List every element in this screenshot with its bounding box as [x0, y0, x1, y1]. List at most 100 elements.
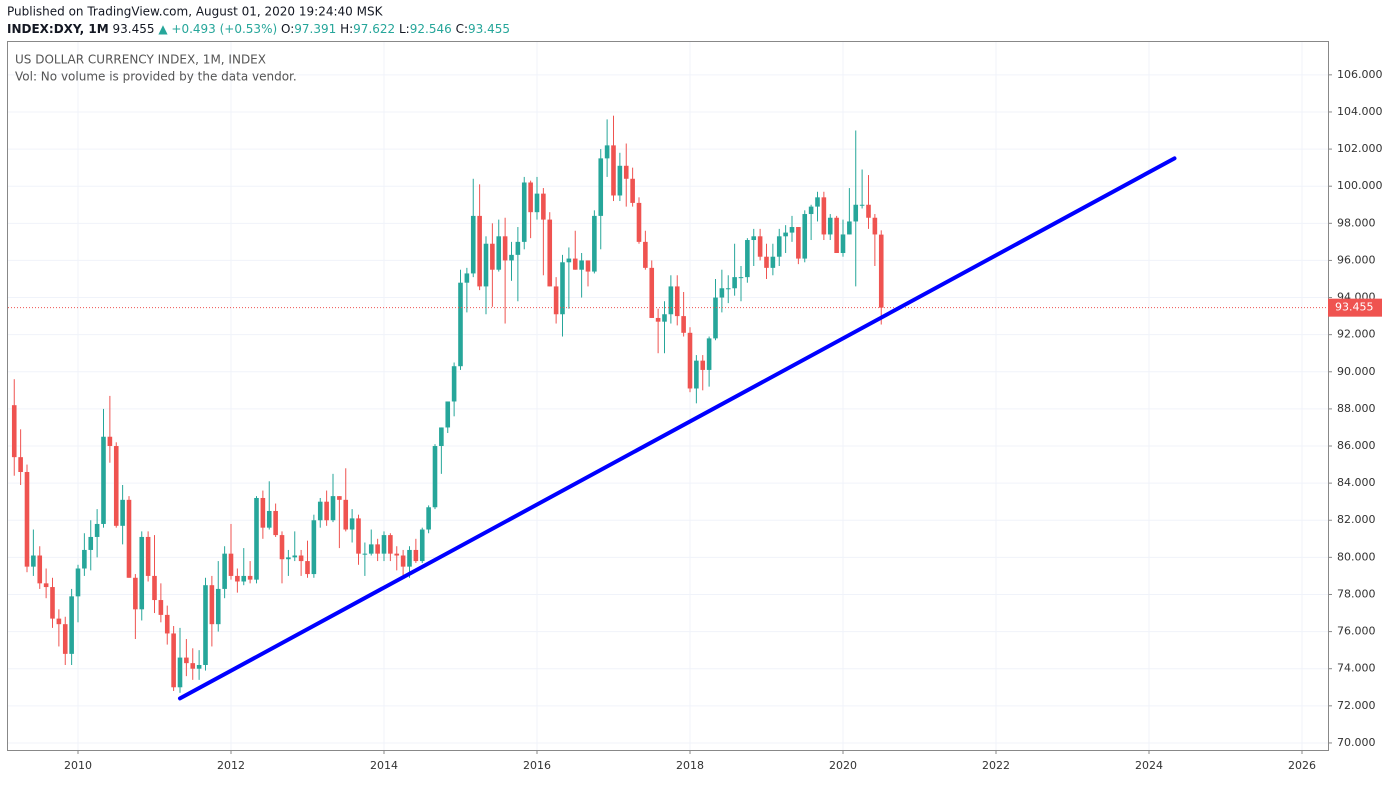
candle-body: [107, 436, 113, 447]
candle-body: [878, 234, 884, 308]
candle-body: [725, 288, 731, 290]
x-tick-label: 2016: [523, 759, 551, 772]
axes: 2010 2012 2014 2016 2018 2020 2022 2024 2026 70.0…: [64, 68, 1383, 772]
candle-body: [362, 553, 368, 555]
candle-body: [834, 217, 839, 254]
l-label: L:: [399, 22, 410, 36]
candle-body: [368, 544, 374, 554]
y-tick-label: 92.000: [1337, 328, 1376, 341]
candle-body: [515, 241, 521, 255]
c-value: 93.455: [468, 22, 510, 36]
candle-body: [388, 535, 393, 554]
symbol-line: INDEX:DXY, 1M 93.455 ▲ +0.493 (+0.53%) O…: [7, 22, 510, 36]
candle-body: [37, 555, 43, 584]
candle-body: [815, 197, 820, 207]
candle-body: [643, 241, 648, 268]
candle-body: [719, 288, 725, 298]
y-tick-label: 104.000: [1337, 105, 1383, 118]
candle-body: [164, 614, 170, 634]
candle-body: [572, 258, 578, 270]
y-tick-label: 86.000: [1337, 439, 1376, 452]
y-tick-label: 70.000: [1337, 736, 1376, 749]
candle-body: [260, 497, 266, 528]
candle-body: [88, 536, 94, 550]
chart-subtitle: Vol: No volume is provided by the data v…: [15, 70, 297, 84]
candle-body: [196, 665, 202, 669]
x-tick-label: 2018: [676, 759, 704, 772]
candle-body: [585, 260, 591, 272]
candle-body: [470, 215, 476, 274]
candle-body: [43, 583, 49, 588]
y-tick-label: 102.000: [1337, 142, 1383, 155]
candle-body: [94, 523, 100, 537]
candle-body: [808, 206, 814, 215]
candle-body: [139, 536, 145, 610]
candle-body: [330, 496, 336, 521]
candle-body: [11, 405, 17, 458]
candle-body: [496, 236, 502, 270]
candle-body: [464, 273, 470, 283]
candle-body: [50, 587, 55, 619]
x-tick-label: 2026: [1288, 759, 1316, 772]
candle-body: [241, 575, 247, 582]
candle-body: [745, 240, 750, 278]
candle-body: [694, 360, 699, 389]
x-tick-label: 2020: [829, 759, 857, 772]
candle-body: [349, 518, 355, 530]
candle-body: [872, 217, 878, 235]
candle-body: [566, 258, 572, 263]
candle-body: [69, 596, 74, 654]
candle-body: [853, 204, 859, 222]
candle-body: [324, 501, 329, 521]
candle-body: [152, 575, 157, 601]
candle-body: [655, 317, 661, 322]
candle-body: [222, 553, 227, 589]
candle-body: [400, 555, 406, 567]
candle-body: [286, 557, 291, 560]
candle-body: [847, 221, 852, 235]
candle-body: [228, 553, 234, 576]
y-tick-label: 100.000: [1337, 179, 1383, 192]
candle-body: [394, 553, 400, 556]
candle-body: [706, 338, 712, 370]
plot-frame: [7, 41, 1329, 751]
x-tick-label: 2014: [370, 759, 398, 772]
candle-body: [789, 227, 795, 233]
trendline: [177, 156, 1177, 701]
candle-body: [247, 575, 253, 580]
change-arrow: ▲: [158, 22, 168, 36]
candle-body: [203, 585, 208, 666]
h-value: 97.622: [353, 22, 395, 36]
candle-body: [432, 446, 438, 508]
candle-body: [273, 510, 278, 536]
candle-body: [305, 561, 310, 575]
candle-body: [298, 555, 304, 562]
candle-body: [757, 236, 763, 257]
candle-body: [764, 256, 769, 268]
candle-body: [317, 501, 323, 521]
y-tick-label: 88.000: [1337, 402, 1376, 415]
candle-body: [796, 227, 801, 259]
candle-body: [783, 232, 788, 237]
candle-body: [490, 243, 495, 270]
price-label-box: [1328, 298, 1382, 317]
candle-body: [458, 282, 463, 367]
candle-body: [592, 215, 597, 272]
candle-body: [235, 575, 240, 582]
candle-body: [190, 663, 196, 669]
candle-body: [770, 256, 776, 268]
candle-body: [419, 529, 425, 562]
candle-body: [528, 182, 533, 213]
candle-body: [292, 555, 298, 558]
candle-body: [145, 536, 151, 576]
candle-body: [713, 297, 718, 339]
candle-body: [177, 657, 183, 688]
candle-body: [700, 360, 706, 370]
candle-body: [445, 401, 451, 428]
candle-body: [343, 499, 349, 530]
candle-body: [426, 507, 431, 530]
y-tick-label: 76.000: [1337, 625, 1376, 638]
published-note: Published on TradingView.com, August 01,…: [7, 5, 384, 19]
